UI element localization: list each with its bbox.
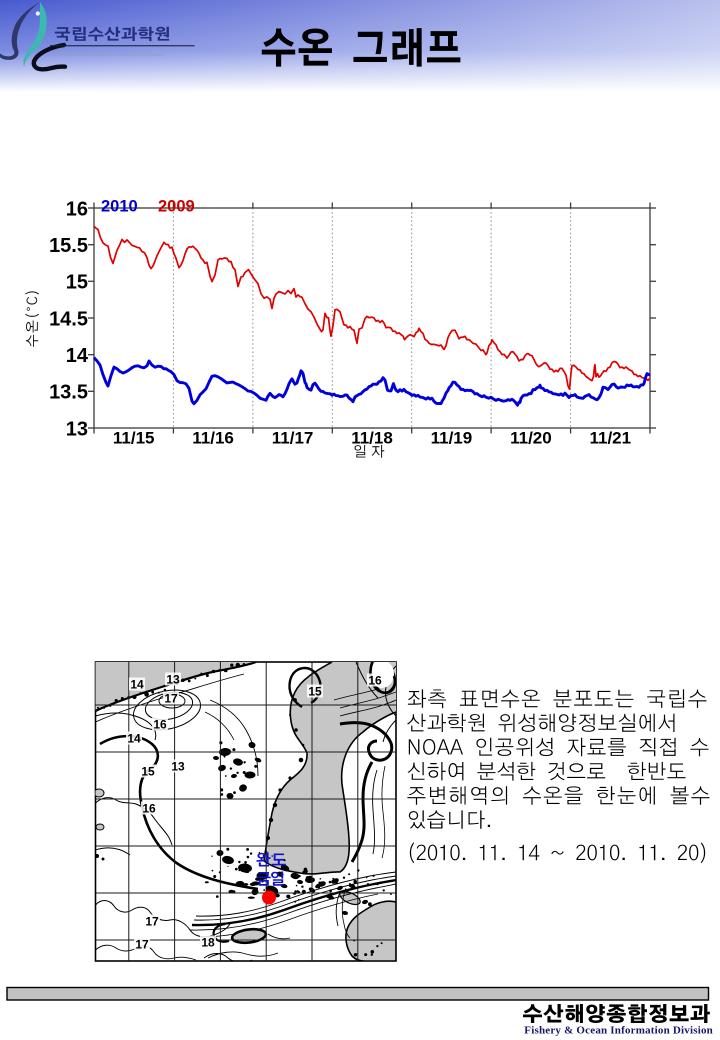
svg-text:11/16: 11/16 xyxy=(192,428,234,447)
svg-text:11/21: 11/21 xyxy=(589,428,631,447)
svg-text:13: 13 xyxy=(66,418,88,440)
svg-text:17: 17 xyxy=(164,692,178,706)
svg-text:15.5: 15.5 xyxy=(49,235,88,257)
svg-text:16: 16 xyxy=(66,198,88,220)
svg-text:National Fisheries Research &: National Fisheries Research & Developmen… xyxy=(54,52,164,58)
svg-text:13: 13 xyxy=(166,673,180,687)
svg-text:15: 15 xyxy=(141,765,155,779)
svg-text:14: 14 xyxy=(66,345,89,367)
svg-text:11/15: 11/15 xyxy=(113,428,155,447)
svg-text:17: 17 xyxy=(145,915,159,929)
svg-text:18: 18 xyxy=(201,936,215,950)
svg-text:15: 15 xyxy=(66,272,88,294)
svg-text:2010: 2010 xyxy=(101,198,138,216)
svg-text:11/17: 11/17 xyxy=(272,428,314,447)
svg-text:16: 16 xyxy=(142,802,156,816)
svg-text:14: 14 xyxy=(130,678,144,692)
svg-text:14.5: 14.5 xyxy=(49,308,88,330)
svg-text:11/20: 11/20 xyxy=(510,428,552,447)
svg-text:2009: 2009 xyxy=(158,198,195,216)
svg-text:16: 16 xyxy=(368,674,382,688)
svg-text:14: 14 xyxy=(127,732,141,746)
svg-text:11/18: 11/18 xyxy=(351,428,393,447)
svg-text:17: 17 xyxy=(135,938,149,952)
svg-text:16: 16 xyxy=(153,718,167,732)
svg-text:11/19: 11/19 xyxy=(431,428,473,447)
svg-text:Fishery & Ocean Information Di: Fishery & Ocean Information Division xyxy=(524,1025,713,1037)
svg-text:15: 15 xyxy=(308,685,322,699)
svg-text:13: 13 xyxy=(171,760,185,774)
svg-text:13.5: 13.5 xyxy=(49,382,88,404)
